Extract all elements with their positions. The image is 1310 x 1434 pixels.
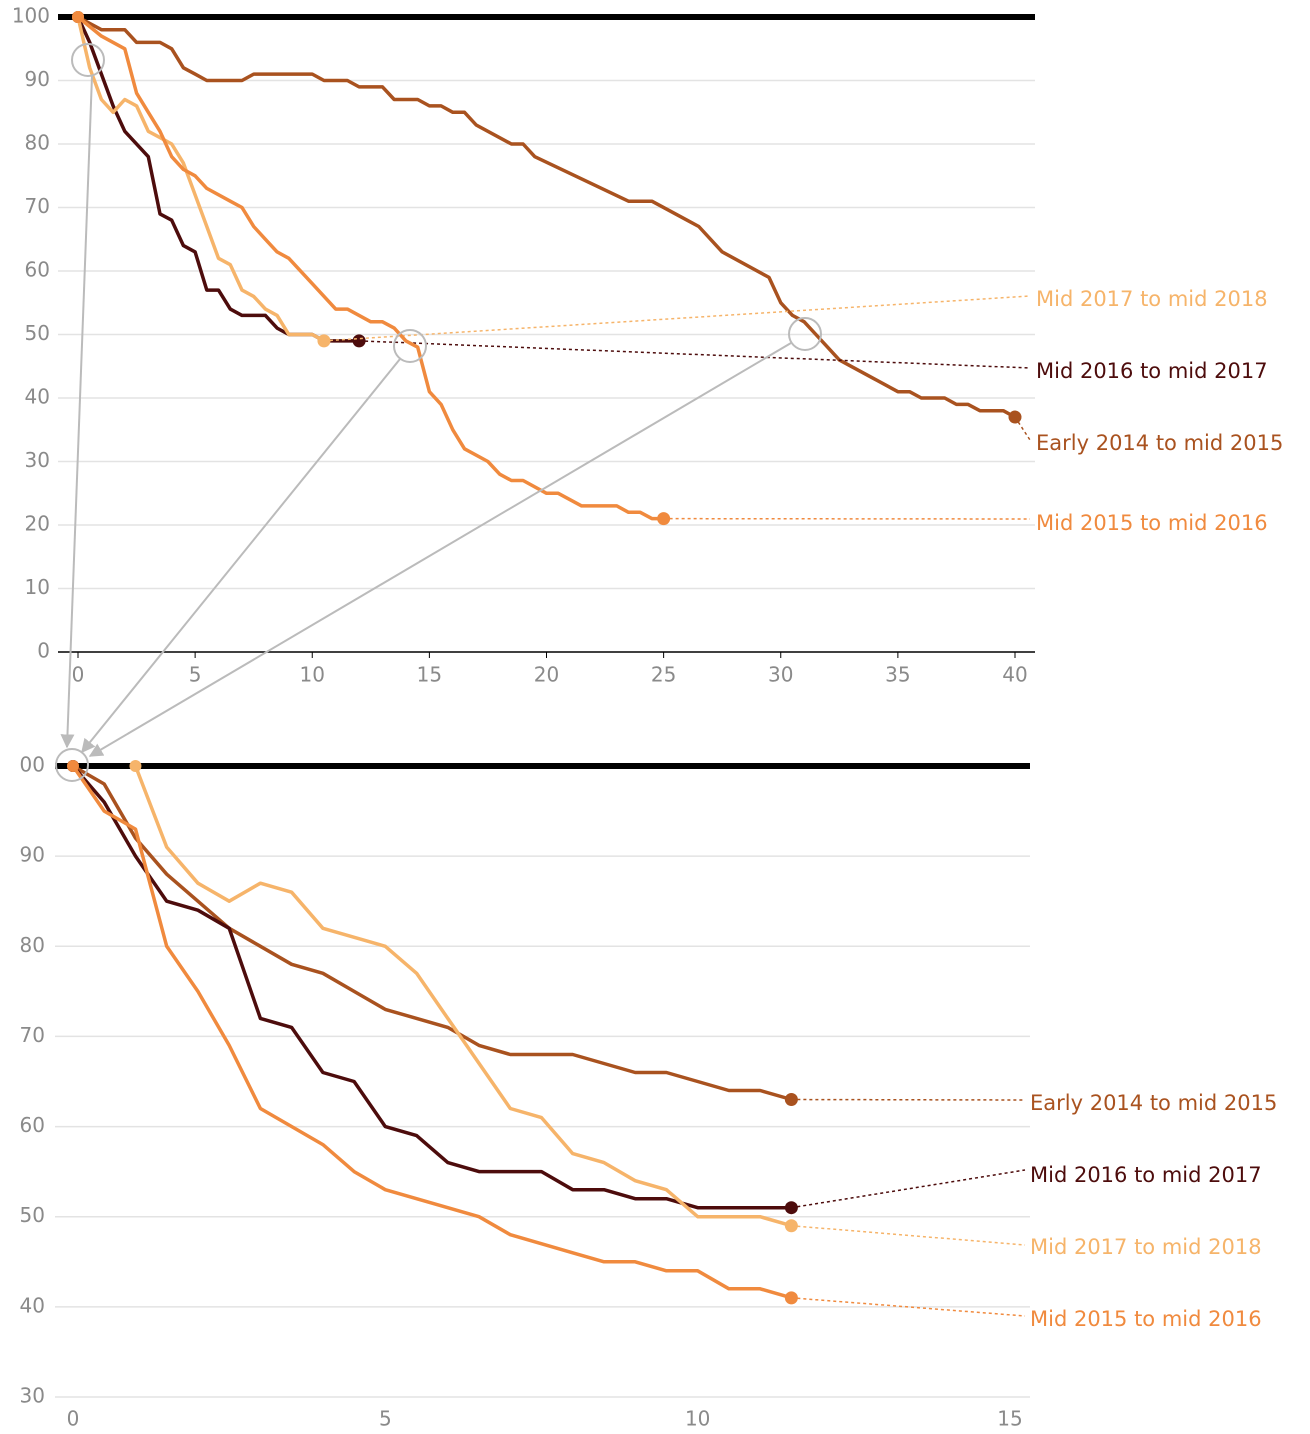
- x-tick-label: 0: [72, 663, 85, 687]
- leader-line: [359, 340, 1031, 369]
- y-tick-label: 90: [25, 67, 50, 91]
- y-tick-label: 50: [20, 1203, 45, 1227]
- y-tick-label: 40: [20, 1293, 45, 1317]
- y-tick-label: 50: [25, 321, 50, 345]
- series-label: Mid 2015 to mid 2016: [1030, 1307, 1262, 1331]
- highlight-circle: [71, 43, 105, 77]
- highlight-circle: [55, 748, 89, 782]
- x-tick-label: 5: [189, 663, 202, 687]
- x-tick-label: 20: [534, 663, 559, 687]
- x-tick-label: 10: [685, 1407, 710, 1431]
- leader-line: [323, 295, 1031, 342]
- y-tick-label: 30: [20, 1384, 45, 1408]
- series-line: [72, 764, 792, 1102]
- y-tick-label: 70: [20, 1023, 45, 1047]
- y-tick-label: 60: [25, 258, 50, 282]
- arrow: [88, 342, 792, 757]
- y-tick-label: 60: [20, 1113, 45, 1137]
- y-tick-label: 30: [25, 448, 50, 472]
- x-tick-label: 35: [885, 663, 910, 687]
- y-tick-label: 70: [25, 194, 50, 218]
- series-line: [76, 15, 664, 521]
- y-tick-label: 0: [37, 639, 50, 663]
- y-tick-label: 10: [25, 575, 50, 599]
- series-label: Mid 2016 to mid 2017: [1030, 1163, 1262, 1187]
- y-tick-label: 80: [25, 131, 50, 155]
- x-tick-label: 40: [1002, 663, 1027, 687]
- highlight-circle: [788, 317, 822, 351]
- start-dot: [67, 760, 79, 772]
- x-tick-label: 15: [997, 1407, 1022, 1431]
- series-line: [76, 16, 360, 343]
- x-tick-label: 0: [67, 1407, 80, 1431]
- series-line: [76, 16, 325, 343]
- arrow: [60, 75, 93, 749]
- start-dot: [72, 11, 84, 23]
- x-tick-label: 25: [651, 663, 676, 687]
- y-tick-label: 40: [25, 385, 50, 409]
- series-line: [71, 764, 792, 1210]
- series-label: Mid 2017 to mid 2018: [1030, 1235, 1262, 1259]
- start-dot: [129, 760, 142, 772]
- leader-line: [791, 1169, 1026, 1209]
- series-label: Mid 2015 to mid 2016: [1036, 511, 1268, 535]
- y-tick-label: 80: [20, 933, 45, 957]
- series-label: Mid 2017 to mid 2018: [1036, 287, 1268, 311]
- x-tick-label: 15: [417, 663, 442, 687]
- series-label: Early 2014 to mid 2015: [1036, 431, 1283, 455]
- y-tick-label: 00: [20, 753, 45, 777]
- series-line: [133, 765, 792, 1228]
- x-tick-label: 30: [768, 663, 793, 687]
- x-tick-label: 5: [379, 1407, 392, 1431]
- annotations: [55, 43, 822, 782]
- y-tick-label: 90: [20, 843, 45, 867]
- x-tick-label: 10: [300, 663, 325, 687]
- series-line: [77, 15, 1016, 419]
- y-tick-label: 100: [12, 4, 50, 28]
- arrow: [81, 358, 401, 754]
- series-label: Mid 2016 to mid 2017: [1036, 359, 1268, 383]
- series-label: Early 2014 to mid 2015: [1030, 1091, 1277, 1115]
- leader-line: [1014, 416, 1031, 441]
- highlight-circle: [393, 329, 427, 363]
- series-line: [71, 765, 792, 1300]
- leader-line: [791, 1224, 1026, 1246]
- y-tick-label: 20: [25, 512, 50, 536]
